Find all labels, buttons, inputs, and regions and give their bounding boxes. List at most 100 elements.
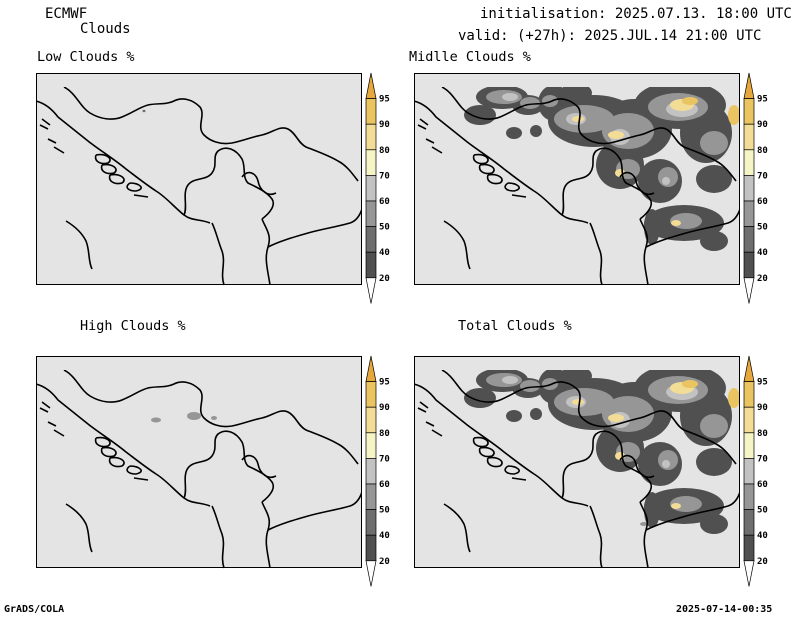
colorbar-tick-label: 20	[757, 557, 768, 567]
cloud-contour	[682, 97, 698, 105]
cloud-contour	[696, 165, 732, 193]
map-area	[36, 73, 362, 286]
country-border	[589, 222, 603, 286]
panel-title-middle: Midlle Clouds %	[409, 49, 531, 65]
model-name: ECMWF	[45, 6, 88, 22]
colorbar-segment	[365, 149, 377, 176]
country-border	[417, 118, 443, 154]
middle-clouds-panel: 20 40 50 60 70 80 90 95	[414, 72, 768, 304]
footer-software: GrADS/COLA	[4, 604, 65, 615]
colorbar-tick-label: 70	[757, 171, 768, 181]
high-clouds-panel: 20 40 50 60 70 80 90 95	[36, 355, 390, 587]
cloud-contour	[640, 522, 648, 526]
colorbar-segment	[365, 483, 377, 510]
country-border	[211, 505, 225, 569]
cloud-contour	[644, 492, 660, 528]
colorbar-segment	[365, 406, 377, 434]
country-border	[183, 147, 275, 220]
colorbar-tick-label: 60	[757, 197, 768, 207]
cloud-contour	[671, 220, 681, 226]
cloud-contour	[608, 131, 624, 139]
colorbar-segment	[743, 123, 755, 151]
map-area	[414, 356, 740, 569]
map-area	[36, 356, 362, 569]
cloud-contour	[662, 460, 670, 468]
cloud-contour	[682, 380, 698, 388]
colorbar-top-triangle	[743, 355, 755, 382]
colorbar-segment	[743, 483, 755, 510]
colorbar-tick-label: 80	[379, 146, 390, 156]
colorbar: 20 40 50 60 70 80 90 95	[365, 355, 390, 587]
colorbar-tick-label: 20	[757, 274, 768, 284]
colorbar-segment	[365, 98, 377, 125]
country-border	[241, 171, 277, 196]
cloud-contour	[464, 388, 496, 408]
colorbar-bottom-triangle	[743, 560, 755, 587]
country-border	[619, 454, 655, 479]
colorbar-tick-label: 90	[379, 403, 390, 413]
colorbar-tick-label: 80	[757, 429, 768, 439]
map-frame	[36, 356, 362, 568]
colorbar-segment	[743, 509, 755, 536]
colorbar-top-triangle	[365, 355, 377, 382]
panel-title-high: High Clouds %	[80, 318, 186, 334]
colorbar-tick-label: 70	[379, 454, 390, 464]
colorbar-segment	[365, 381, 377, 408]
colorbar-tick-label: 90	[379, 120, 390, 130]
cloud-contour	[502, 93, 518, 101]
colorbar-tick-label: 40	[757, 248, 768, 258]
colorbar-segment	[743, 381, 755, 408]
colorbar-segment	[365, 123, 377, 151]
country-border	[619, 171, 655, 196]
country-border	[645, 208, 740, 248]
country-border	[39, 118, 65, 154]
initialisation-time: initialisation: 2025.07.13. 18:00 UTC	[480, 6, 792, 22]
colorbar-segment	[743, 175, 755, 202]
country-border	[441, 370, 737, 465]
cloud-contour	[700, 414, 728, 438]
colorbar-segment	[365, 251, 377, 279]
cloud-contour	[520, 380, 540, 392]
total-clouds-panel: 20 40 50 60 70 80 90 95	[414, 355, 768, 587]
map-area	[414, 73, 740, 286]
colorbar-tick-label: 40	[757, 531, 768, 541]
colorbar-tick-label: 40	[379, 531, 390, 541]
country-border	[183, 430, 275, 503]
country-border	[65, 220, 93, 270]
cloud-contour	[728, 388, 740, 408]
colorbar-segment	[743, 98, 755, 125]
country-border	[65, 503, 93, 553]
colorbar-segment	[743, 458, 755, 485]
colorbar-bottom-triangle	[743, 277, 755, 304]
colorbar-segment	[365, 226, 377, 253]
colorbar-top-triangle	[743, 72, 755, 99]
colorbar-top-triangle	[365, 72, 377, 99]
map-frame	[414, 356, 740, 568]
panel-title-total: Total Clouds %	[458, 318, 572, 334]
cloud-contour	[700, 231, 728, 251]
country-border	[267, 491, 362, 531]
cloud-contour	[644, 209, 660, 245]
country-border	[589, 505, 603, 569]
colorbar-segment	[743, 251, 755, 279]
cloud-contour	[728, 105, 740, 125]
country-border	[241, 454, 277, 479]
cloud-contour	[662, 177, 670, 185]
colorbar-segment	[365, 534, 377, 562]
colorbar-tick-label: 50	[379, 506, 390, 516]
cloud-contour	[520, 97, 540, 109]
colorbar-segment	[365, 458, 377, 485]
cloud-contour	[530, 125, 542, 137]
cloud-contour	[502, 376, 518, 384]
country-border	[645, 491, 740, 531]
cloud-contour	[608, 414, 624, 422]
colorbar-tick-label: 80	[757, 146, 768, 156]
valid-time: valid: (+27h): 2025.JUL.14 21:00 UTC	[458, 28, 762, 44]
colorbar-tick-label: 95	[379, 95, 390, 105]
map-frame	[36, 73, 362, 285]
colorbar-tick-label: 60	[379, 480, 390, 490]
country-border	[441, 87, 737, 182]
cloud-contour	[700, 514, 728, 534]
colorbar-tick-label: 95	[757, 378, 768, 388]
colorbar-segment	[365, 175, 377, 202]
